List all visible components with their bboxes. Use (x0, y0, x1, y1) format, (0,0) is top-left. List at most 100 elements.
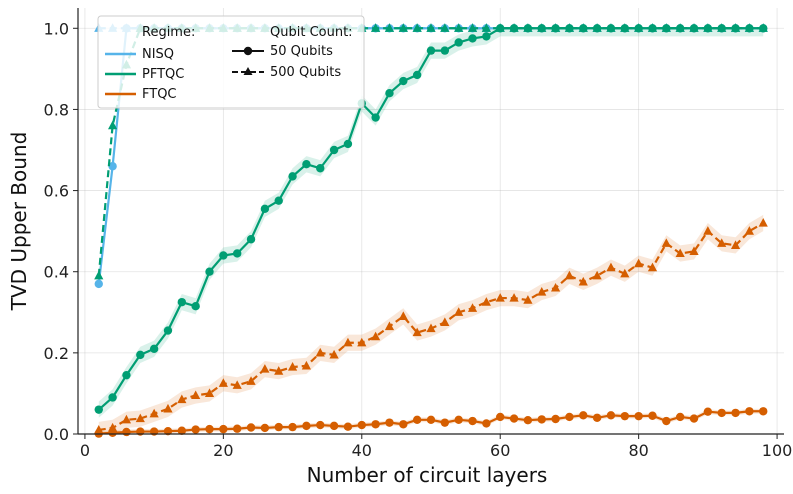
ftqc-500-point (218, 378, 228, 387)
pftqc-50-point (329, 145, 339, 155)
pftqc-500-point (717, 23, 727, 32)
ftqc-500-point (343, 337, 353, 347)
legend-box (97, 15, 365, 109)
pftqc-500-point (550, 23, 561, 32)
ftqc-500-point (744, 226, 754, 235)
x-tick-label: 20 (213, 441, 233, 460)
ftqc-50-point (496, 412, 505, 422)
pftqc-500-point (384, 23, 395, 32)
ftqc-50-point (260, 423, 270, 433)
ftqc-500-point (260, 364, 270, 373)
ftqc-500-point (357, 337, 367, 347)
pftqc-500-point (564, 23, 575, 32)
ftqc-500-point (329, 349, 339, 359)
legend-nisq-label: NISQ (142, 47, 174, 62)
ftqc-50-point (316, 420, 325, 430)
ftqc-50-point (399, 420, 408, 429)
ftqc-50-point (371, 420, 380, 429)
ftqc-500-point (620, 268, 630, 278)
pftqc-500-point (412, 23, 422, 32)
ftqc-50-point (288, 422, 297, 432)
x-axis-label: Number of circuit layers (307, 463, 548, 487)
legend-qubit-title: Qubit Count: (270, 25, 353, 40)
ftqc-500-point (703, 226, 713, 235)
pftqc-500-point (454, 23, 464, 32)
pftqc-500-point (606, 23, 616, 32)
pftqc-500-point (440, 23, 450, 32)
ftqc-50-point (731, 408, 740, 418)
ftqc-500-point (163, 403, 173, 413)
ftqc-500-point (550, 282, 561, 292)
ftqc-50-point (662, 416, 671, 426)
legend-pftqc-label: PFTQC (142, 67, 184, 82)
ftqc-50-point (468, 416, 477, 426)
pftqc-500-point (647, 23, 658, 32)
ftqc-50-point (274, 422, 283, 432)
pftqc-500-point (634, 23, 644, 32)
ftqc-500-point (675, 248, 685, 258)
ftqc-50-point (329, 421, 339, 431)
ftqc-500-point (371, 331, 381, 341)
x-tick-label: 40 (352, 441, 372, 460)
ftqc-50-point (163, 426, 173, 436)
ftqc-500-point (592, 270, 602, 280)
ftqc-50-point (205, 424, 214, 434)
pftqc-500-point (398, 23, 408, 32)
ftqc-500-point (634, 258, 644, 268)
pftqc-500-point (578, 23, 588, 32)
ftqc-500-point (495, 293, 505, 302)
ftqc-50-point (232, 424, 242, 433)
ftqc-500-point (467, 303, 478, 312)
ftqc-50-point (412, 415, 422, 424)
ftqc-50-point (509, 414, 519, 423)
ftqc-500-point (135, 413, 145, 423)
pftqc-500-point (661, 23, 671, 32)
pftqc-500-point (758, 23, 768, 32)
pftqc-500-point (108, 120, 118, 130)
ftqc-50-point (551, 414, 560, 424)
pftqc-500-point (620, 23, 630, 32)
ftqc-50-point (219, 424, 228, 434)
y-tick-label: 0.2 (44, 344, 69, 363)
ftqc-500-point (274, 366, 284, 375)
pftqc-50-point (108, 393, 117, 402)
ftqc-500-point (481, 297, 491, 306)
ftqc-50-point (454, 415, 463, 424)
legend: Regime: NISQ PFTQC FTQC Qubit Count: 50 … (97, 15, 365, 109)
y-axis-label: TVD Upper Bound (7, 132, 31, 312)
ftqc-500-point (717, 238, 727, 247)
ftqc-500-point (758, 218, 768, 227)
ftqc-50-point (177, 426, 187, 435)
axes (77, 8, 784, 435)
ftqc-50-point (537, 415, 546, 424)
pftqc-50-point (399, 76, 408, 86)
ftqc-500-point (647, 262, 658, 272)
ftqc-500-point (191, 390, 201, 400)
pftqc-50-point (163, 326, 173, 335)
ftqc-500-point (523, 295, 533, 304)
series-ftqc-50 (94, 407, 768, 438)
pftqc-50-point (122, 370, 131, 380)
ftqc-50-point (482, 419, 491, 428)
ftqc-50-point (648, 411, 657, 420)
ticks: 0 20 40 60 80 100 0.0 0.2 0.4 0.6 0.8 1.0 (44, 19, 793, 460)
ftqc-50-point (122, 427, 131, 437)
pftqc-500-point (537, 23, 547, 32)
pftqc-500-point (744, 23, 754, 32)
x-tick-label: 80 (628, 441, 648, 460)
ftqc-50-point (675, 412, 685, 422)
pftqc-50-point (302, 160, 311, 169)
ftqc-500-point (177, 394, 187, 404)
x-tick-label: 60 (490, 441, 510, 460)
ftqc-500-point (412, 327, 422, 337)
ftqc-50-point (426, 415, 436, 424)
pftqc-500-point (675, 23, 685, 32)
pftqc-500-point (371, 23, 381, 32)
pftqc-50-point (219, 251, 228, 260)
pftqc-50-point (94, 405, 103, 414)
pftqc-50-point (136, 350, 145, 360)
nisq-50-point (94, 279, 103, 289)
pftqc-50-point (274, 196, 283, 205)
legend-regime-title: Regime: (142, 25, 195, 40)
ftqc-50-point (717, 408, 726, 418)
